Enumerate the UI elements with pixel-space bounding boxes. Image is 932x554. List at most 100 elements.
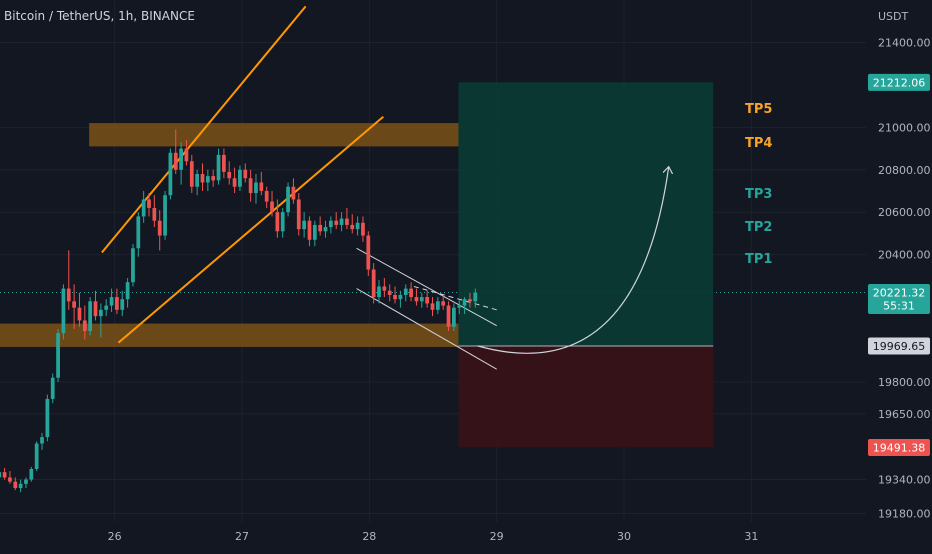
candle-body (270, 201, 274, 213)
grid-layer (0, 0, 866, 522)
candle-body (419, 297, 424, 302)
x-tick-label: 30 (617, 530, 631, 543)
candle-body (109, 297, 114, 306)
candle-body (93, 301, 98, 317)
price-label-current-countdown: 55:31 (883, 300, 915, 313)
candle-body (409, 288, 413, 298)
candle-body (157, 220, 162, 236)
candle-body (72, 301, 76, 308)
candle-body (152, 207, 157, 221)
candle-body (259, 182, 264, 191)
trendline-flag-bottom (356, 288, 497, 370)
candle-body (163, 195, 167, 236)
candle-body (339, 218, 344, 225)
candle-body (40, 437, 44, 444)
candle-body (24, 479, 28, 484)
take-profit-labels: TP5 TP4 TP3 TP2 TP1 (745, 102, 772, 267)
price-label-target-text: 21212.06 (873, 76, 926, 89)
symbol-title[interactable]: Bitcoin / TetherUS, 1h, BINANCE (4, 9, 195, 23)
price-label-stop (868, 438, 930, 456)
projection-arc-layer (477, 168, 669, 354)
candle-body (168, 152, 173, 196)
zone-support (0, 323, 459, 347)
price-label-current-text: 20221.32 (873, 287, 926, 300)
candle-body (382, 286, 387, 291)
candle-body (366, 235, 371, 270)
x-tick-label: 27 (235, 530, 249, 543)
candle-body (238, 169, 242, 187)
zone-stop (458, 345, 714, 448)
price-label-target (868, 73, 930, 91)
price-label-stop-text: 19491.38 (873, 441, 926, 454)
candle-body (355, 222, 360, 230)
candle-body (8, 477, 12, 482)
candle-body (222, 154, 226, 172)
candle-body (195, 174, 200, 187)
candle-body (473, 292, 478, 302)
candle-body (13, 481, 18, 489)
take-profit-tp4: TP4 (745, 136, 772, 151)
candle-body (446, 305, 451, 327)
candle-body (452, 307, 456, 327)
candle-body (0, 472, 2, 478)
candle-body (318, 224, 323, 232)
candle-body (61, 288, 66, 334)
candle-body (115, 297, 119, 310)
y-tick-label: 19180.00 (878, 508, 931, 521)
y-tick-label: 20800.00 (878, 164, 931, 177)
candle-body (345, 218, 349, 225)
y-tick-label: 20400.00 (878, 249, 931, 262)
candle-body (29, 468, 34, 480)
candle-body (136, 216, 141, 249)
candle-body (66, 288, 71, 302)
candle-body (82, 320, 87, 332)
candle-body (227, 171, 232, 179)
price-label-entry (868, 337, 930, 355)
trendline-layer[interactable] (101, 5, 497, 370)
y-tick-label: 19650.00 (878, 408, 931, 421)
candle-body (377, 286, 381, 298)
price-axis[interactable]: USDT 21400.00 21000.00 20800.00 20600.00 204… (866, 0, 932, 550)
candle-layer (0, 129, 478, 493)
candle-body (34, 443, 39, 469)
candle-body (45, 398, 50, 438)
candle-body (462, 299, 467, 306)
take-profit-tp2: TP2 (745, 220, 772, 235)
candle-body (254, 182, 258, 194)
candle-body (350, 224, 355, 230)
x-tick-label: 28 (362, 530, 376, 543)
candle-body (232, 178, 237, 187)
candle-body (2, 472, 7, 478)
candle-body (371, 269, 376, 298)
candle-body (77, 307, 82, 321)
candle-body (50, 377, 55, 399)
candle-body (131, 248, 135, 283)
zone-target (458, 82, 714, 346)
candle-body (435, 301, 440, 310)
take-profit-tp1: TP1 (745, 252, 772, 267)
candle-body (211, 176, 216, 181)
projection-arc (477, 168, 669, 354)
candle-body (398, 294, 403, 300)
price-axis-background (866, 0, 932, 550)
candle-body (334, 220, 339, 225)
candle-body (120, 299, 125, 310)
x-tick-label: 26 (108, 530, 122, 543)
zone-layer (0, 82, 714, 448)
candle-body (312, 224, 317, 240)
candle-body (291, 186, 296, 200)
y-tick-label: 20600.00 (878, 206, 931, 219)
time-axis[interactable]: 26 27 28 29 30 31 (108, 530, 759, 543)
candle-body (98, 309, 103, 317)
price-axis-unit: USDT (878, 10, 909, 23)
candle-body (430, 303, 435, 310)
trendline-flag-top (356, 247, 497, 327)
candle-body (216, 154, 221, 181)
candle-body (414, 297, 419, 302)
price-label-entry-text: 19969.65 (873, 340, 926, 353)
candle-body (275, 212, 280, 232)
candle-body (264, 190, 269, 202)
candle-body (457, 305, 462, 308)
